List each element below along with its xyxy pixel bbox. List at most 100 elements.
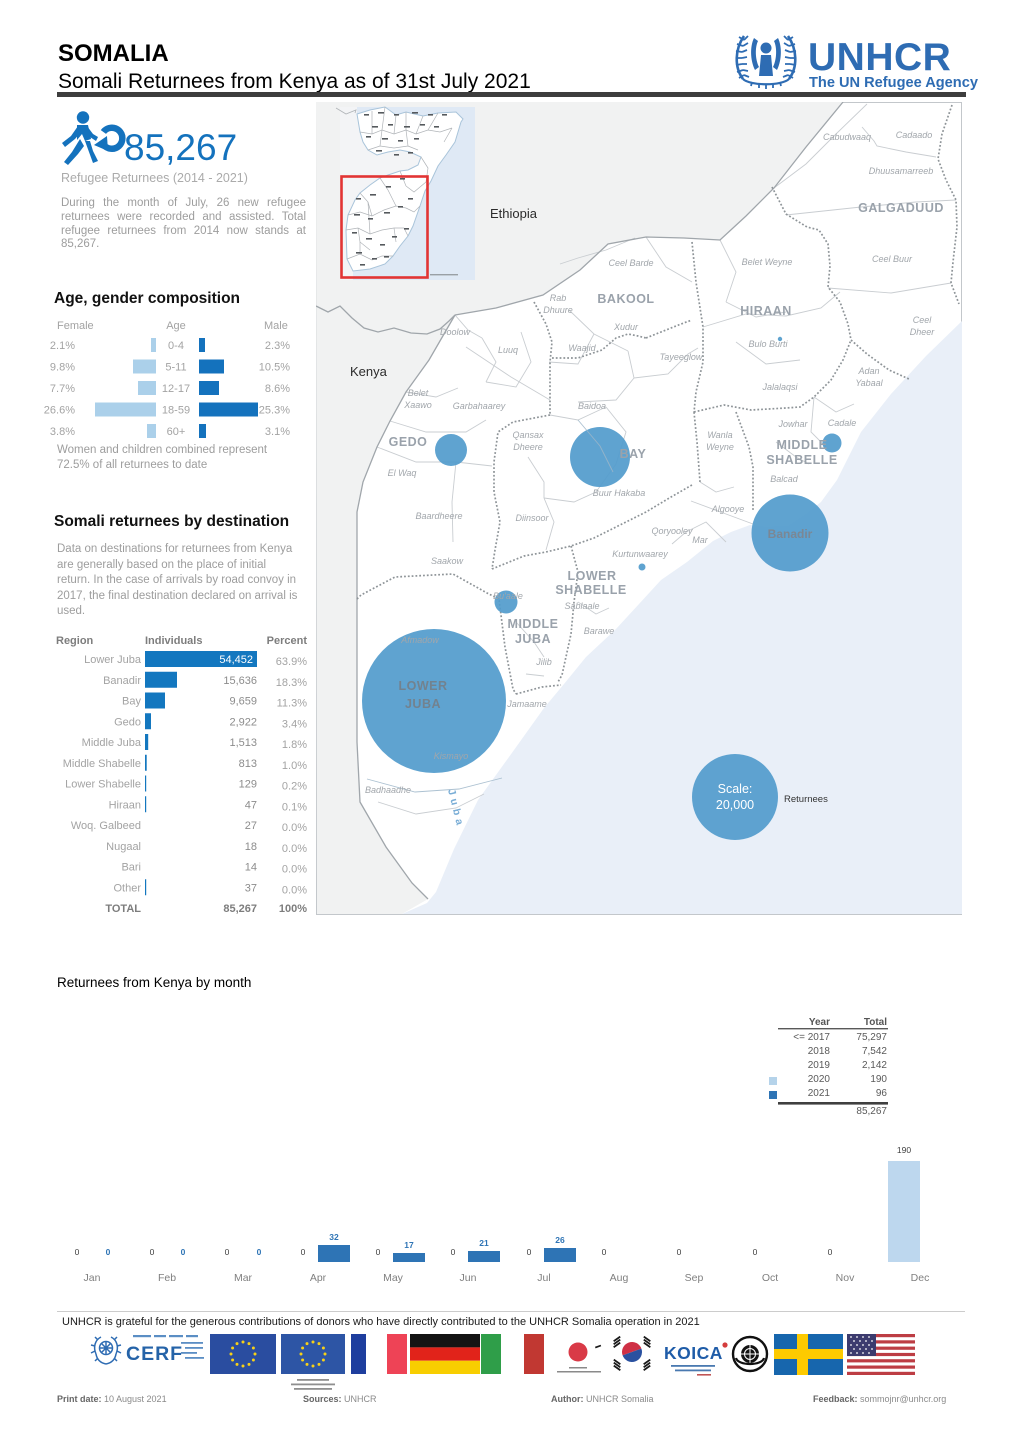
svg-text:7,542: 7,542 [862, 1046, 887, 1057]
svg-text:UNHCR: UNHCR [808, 36, 951, 79]
svg-text:Sep: Sep [685, 1272, 704, 1284]
svg-text:25.3%: 25.3% [259, 405, 290, 417]
svg-text:0: 0 [828, 1247, 833, 1257]
svg-text:60+: 60+ [167, 426, 186, 438]
svg-text:Feb: Feb [158, 1272, 176, 1284]
svg-text:Kismayo: Kismayo [434, 751, 469, 761]
svg-text:Afmadow: Afmadow [400, 635, 439, 645]
svg-text:The UN Refugee Agency: The UN Refugee Agency [809, 75, 979, 91]
svg-text:63.9%: 63.9% [276, 656, 307, 668]
svg-text:Gedo: Gedo [114, 716, 141, 728]
svg-text:190: 190 [897, 1145, 911, 1155]
svg-text:Barawe: Barawe [584, 626, 615, 636]
svg-text:Baardheere: Baardheere [415, 511, 462, 521]
svg-text:Age: Age [166, 320, 186, 332]
svg-text:Nov: Nov [836, 1272, 855, 1284]
svg-text:Dheer: Dheer [910, 327, 936, 337]
svg-text:Bari: Bari [121, 862, 141, 874]
svg-text:Percent: Percent [267, 635, 308, 647]
svg-text:0.0%: 0.0% [282, 822, 307, 834]
svg-text:LOWER: LOWER [567, 569, 616, 583]
svg-text:0: 0 [150, 1247, 155, 1257]
svg-text:Woq. Galbeed: Woq. Galbeed [71, 820, 141, 832]
svg-text:Garbahaarey: Garbahaarey [453, 401, 506, 411]
svg-text:Middle Shabelle: Middle Shabelle [63, 758, 141, 770]
svg-text:32: 32 [329, 1232, 339, 1242]
svg-text:18.3%: 18.3% [276, 677, 307, 689]
svg-text:18: 18 [245, 841, 257, 853]
svg-text:Yabaal: Yabaal [855, 378, 883, 388]
svg-text:GALGADUUD: GALGADUUD [858, 201, 944, 215]
svg-text:26: 26 [555, 1235, 565, 1245]
svg-text:<= 2017: <= 2017 [793, 1032, 830, 1043]
svg-text:2021: 2021 [808, 1088, 831, 1099]
svg-text:26.6%: 26.6% [44, 405, 75, 417]
svg-text:Baidoa: Baidoa [578, 401, 606, 411]
svg-text:1,513: 1,513 [229, 737, 257, 749]
svg-text:Mar: Mar [692, 535, 709, 545]
svg-text:Dhuusamarreeb: Dhuusamarreeb [869, 166, 934, 176]
svg-text:0: 0 [677, 1247, 682, 1257]
svg-text:Scale:: Scale: [718, 782, 753, 796]
svg-text:2018: 2018 [808, 1046, 831, 1057]
svg-text:KOICA: KOICA [664, 1343, 723, 1363]
svg-text:21: 21 [479, 1238, 489, 1248]
svg-text:Bu'aale: Bu'aale [493, 591, 523, 601]
svg-text:SHABELLE: SHABELLE [766, 453, 837, 467]
svg-text:85,267: 85,267 [223, 903, 257, 915]
svg-text:813: 813 [239, 758, 257, 770]
svg-text:12-17: 12-17 [162, 383, 190, 395]
svg-text:9.8%: 9.8% [50, 362, 75, 374]
svg-text:Sablaale: Sablaale [564, 601, 599, 611]
svg-text:2,922: 2,922 [229, 716, 257, 728]
svg-text:9,659: 9,659 [229, 696, 257, 708]
svg-text:85,267: 85,267 [856, 1106, 887, 1117]
svg-text:Ceel: Ceel [913, 315, 933, 325]
svg-text:BAY: BAY [620, 447, 647, 461]
svg-text:3.4%: 3.4% [282, 718, 307, 730]
svg-text:27: 27 [245, 820, 257, 832]
svg-text:0: 0 [181, 1247, 186, 1257]
svg-text:2.1%: 2.1% [50, 340, 75, 352]
svg-text:2.3%: 2.3% [265, 340, 290, 352]
svg-text:Tayeeglow: Tayeeglow [660, 352, 703, 362]
svg-text:Jamaame: Jamaame [506, 699, 547, 709]
svg-text:Bulo Burti: Bulo Burti [748, 339, 788, 349]
svg-text:Female: Female [57, 320, 94, 332]
svg-text:JUBA: JUBA [515, 632, 551, 646]
svg-text:0: 0 [451, 1247, 456, 1257]
svg-text:MIDDLE: MIDDLE [508, 617, 559, 631]
svg-text:0: 0 [75, 1247, 80, 1257]
svg-text:Xaawo: Xaawo [403, 400, 432, 410]
svg-text:Individuals: Individuals [145, 635, 202, 647]
svg-text:Wanla: Wanla [707, 430, 732, 440]
svg-text:3.8%: 3.8% [50, 426, 75, 438]
svg-text:0-4: 0-4 [168, 340, 184, 352]
svg-text:GEDO: GEDO [389, 435, 428, 449]
svg-text:2,142: 2,142 [862, 1060, 887, 1071]
svg-text:Bay: Bay [122, 696, 141, 708]
svg-text:18-59: 18-59 [162, 405, 190, 417]
svg-text:0: 0 [376, 1247, 381, 1257]
svg-text:Ceel Buur: Ceel Buur [872, 254, 913, 264]
svg-text:14: 14 [245, 862, 257, 874]
svg-text:1.8%: 1.8% [282, 739, 307, 751]
svg-text:May: May [383, 1272, 404, 1284]
svg-text:Region: Region [56, 635, 94, 647]
svg-text:Ethiopia: Ethiopia [490, 206, 538, 221]
svg-text:El Waq: El Waq [388, 468, 417, 478]
svg-text:15,636: 15,636 [223, 675, 257, 687]
svg-text:11.3%: 11.3% [277, 698, 308, 710]
svg-text:96: 96 [876, 1088, 888, 1099]
svg-text:Aug: Aug [610, 1272, 629, 1284]
svg-text:0: 0 [106, 1247, 111, 1257]
svg-text:CERF: CERF [126, 1343, 183, 1365]
svg-text:47: 47 [245, 799, 257, 811]
svg-text:0: 0 [602, 1247, 607, 1257]
svg-text:Banadir: Banadir [768, 527, 813, 541]
svg-text:54,452: 54,452 [219, 654, 253, 666]
svg-text:Jilib: Jilib [535, 657, 552, 667]
svg-text:0: 0 [257, 1247, 262, 1257]
svg-text:Apr: Apr [310, 1272, 327, 1284]
svg-text:17: 17 [404, 1240, 414, 1250]
